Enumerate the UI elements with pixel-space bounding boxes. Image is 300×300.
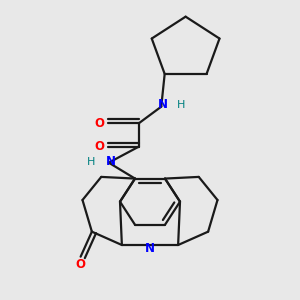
Text: O: O [95,140,105,153]
Text: N: N [158,98,168,112]
Text: H: H [87,157,95,167]
Text: H: H [177,100,185,110]
Text: N: N [106,155,116,168]
Text: O: O [95,117,105,130]
Text: O: O [76,259,85,272]
Text: N: N [145,242,155,256]
